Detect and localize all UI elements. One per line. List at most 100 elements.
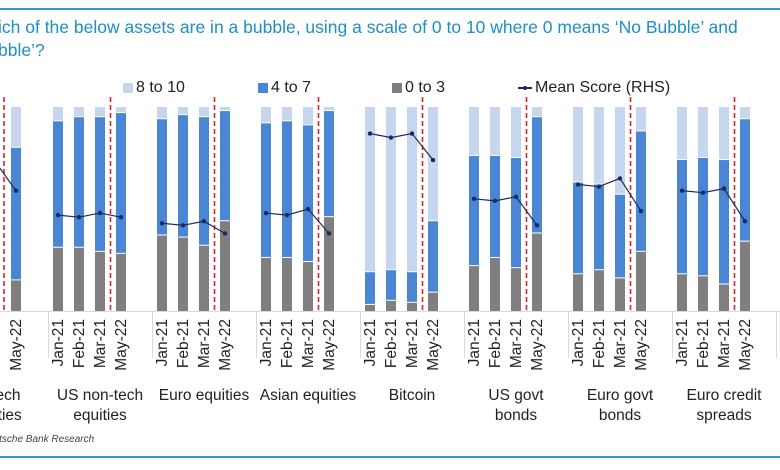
period-tick-label: Jan-21 bbox=[466, 319, 483, 366]
bar-segment-0-to-3 bbox=[220, 221, 230, 311]
bar-segment-8-to-10 bbox=[719, 107, 729, 160]
bar-segment-8-to-10 bbox=[365, 107, 375, 272]
bar-segment-8-to-10 bbox=[261, 107, 271, 123]
category-label-bitcoin: Bitcoin bbox=[388, 387, 436, 404]
bar-segment-4-to-7 bbox=[511, 158, 521, 268]
bar-segment-4-to-7 bbox=[74, 117, 84, 247]
mean-score-point bbox=[284, 212, 290, 218]
bar-segment-0-to-3 bbox=[407, 302, 417, 311]
period-tick-label: May-22 bbox=[425, 319, 442, 371]
mean-score-point bbox=[700, 190, 706, 195]
category-label-asian-equities: Asian equities bbox=[259, 387, 357, 404]
period-tick-label: May-22 bbox=[529, 319, 546, 371]
bar-segment-4-to-7 bbox=[532, 117, 542, 233]
mean-score-point bbox=[367, 131, 373, 136]
mean-score-point bbox=[13, 188, 19, 193]
bar-segment-4-to-7 bbox=[324, 111, 334, 217]
bar-segment-4-to-7 bbox=[740, 119, 750, 241]
mean-score-point bbox=[638, 208, 644, 214]
category-label-euro-credit-spreads: Euro credit spreads bbox=[686, 387, 762, 424]
bar-segment-0-to-3 bbox=[698, 276, 708, 311]
category-label-us-tech-equities: ech ities bbox=[0, 387, 22, 424]
mean-score-point bbox=[201, 219, 207, 224]
period-tick-label: Mar-21 bbox=[508, 319, 525, 368]
bar-segment-4-to-7 bbox=[282, 121, 292, 257]
bar-segment-8-to-10 bbox=[469, 107, 479, 155]
bar-segment-0-to-3 bbox=[636, 251, 646, 311]
bar-segment-8-to-10 bbox=[116, 107, 126, 113]
mean-score-point bbox=[388, 135, 394, 140]
bar-segment-0-to-3 bbox=[719, 284, 729, 311]
legend: 8 to 10 4 to 7 0 to 3 Mean Score (RHS) bbox=[0, 79, 780, 99]
mean-score-point bbox=[575, 182, 581, 187]
bar-segment-4-to-7 bbox=[303, 125, 313, 262]
bar-segment-4-to-7 bbox=[178, 115, 188, 237]
bar-segment-0-to-3 bbox=[365, 304, 375, 311]
bar-segment-4-to-7 bbox=[677, 160, 687, 274]
bar-segment-0-to-3 bbox=[157, 235, 167, 311]
bar-segment-4-to-7 bbox=[11, 147, 21, 280]
bar-segment-0-to-3 bbox=[74, 247, 84, 311]
bar-segment-8-to-10 bbox=[428, 107, 438, 221]
bottom-rule bbox=[0, 456, 780, 458]
mean-score-point bbox=[305, 206, 311, 212]
mean-score-point bbox=[118, 214, 124, 220]
bar-segment-8-to-10 bbox=[594, 107, 604, 184]
period-tick-label: Feb-21 bbox=[71, 319, 88, 368]
bar-segment-0-to-3 bbox=[594, 270, 604, 311]
period-tick-label: Mar-21 bbox=[404, 319, 421, 368]
mean-score-point bbox=[513, 194, 519, 199]
period-tick-label: May-22 bbox=[113, 319, 130, 371]
category-label-us-non-tech-equities: US non-tech equities bbox=[56, 387, 144, 424]
bar-segment-4-to-7 bbox=[116, 113, 126, 253]
bar-segment-0-to-3 bbox=[615, 278, 625, 311]
legend-item-mean-score: Mean Score (RHS) bbox=[518, 79, 670, 97]
category-label-euro-govt-bonds: Euro govt bonds bbox=[586, 387, 654, 424]
bar-segment-4-to-7 bbox=[428, 221, 438, 292]
mean-score-point bbox=[159, 221, 165, 226]
bar-segment-8-to-10 bbox=[615, 107, 625, 194]
bar-segment-4-to-7 bbox=[490, 155, 500, 257]
bar-segment-0-to-3 bbox=[53, 247, 63, 311]
bar-segment-8-to-10 bbox=[95, 107, 105, 117]
period-tick-label: Jan-21 bbox=[258, 319, 275, 366]
bar-segment-4-to-7 bbox=[220, 111, 230, 221]
mean-score-point bbox=[492, 198, 498, 204]
mean-score-point bbox=[471, 196, 477, 201]
bar-segment-0-to-3 bbox=[95, 251, 105, 311]
mean-score-point bbox=[326, 231, 332, 236]
bar-segment-4-to-7 bbox=[386, 270, 396, 300]
bar-segment-8-to-10 bbox=[324, 107, 334, 111]
legend-label-mean-score: Mean Score (RHS) bbox=[535, 79, 671, 96]
mean-score-point bbox=[222, 231, 228, 236]
legend-item-0-to-3: 0 to 3 bbox=[392, 79, 445, 97]
legend-swatch-8-to-10 bbox=[123, 83, 133, 93]
mean-score-line bbox=[0, 167, 17, 191]
mean-score-point bbox=[721, 186, 727, 191]
bar-segment-4-to-7 bbox=[719, 160, 729, 284]
bar-segment-4-to-7 bbox=[698, 158, 708, 276]
bar-segment-8-to-10 bbox=[698, 107, 708, 157]
period-tick-label: Mar-21 bbox=[0, 319, 4, 368]
mean-score-point bbox=[596, 184, 602, 189]
period-tick-label: Feb-21 bbox=[279, 319, 296, 368]
mean-score-line bbox=[577, 177, 642, 212]
bar-segment-8-to-10 bbox=[11, 107, 21, 147]
period-tick-label: Feb-21 bbox=[487, 319, 504, 368]
bar-segment-8-to-10 bbox=[220, 107, 230, 111]
bar-segment-0-to-3 bbox=[490, 257, 500, 311]
bar-segment-4-to-7 bbox=[365, 272, 375, 304]
bar-segment-8-to-10 bbox=[490, 107, 500, 155]
bar-segment-4-to-7 bbox=[469, 155, 479, 266]
source-note: eutsche Bank Research bbox=[0, 434, 95, 445]
bar-segment-0-to-3 bbox=[511, 268, 521, 311]
bar-segment-0-to-3 bbox=[11, 280, 21, 311]
mean-score-point bbox=[679, 188, 685, 193]
legend-item-8-to-10: 8 to 10 bbox=[123, 79, 185, 97]
mean-score-line bbox=[369, 132, 434, 161]
bar-segment-8-to-10 bbox=[573, 107, 583, 182]
period-tick-label: May-22 bbox=[321, 319, 338, 371]
chart-title-line-2: bble’? bbox=[0, 40, 45, 60]
bar-segment-8-to-10 bbox=[386, 107, 396, 270]
